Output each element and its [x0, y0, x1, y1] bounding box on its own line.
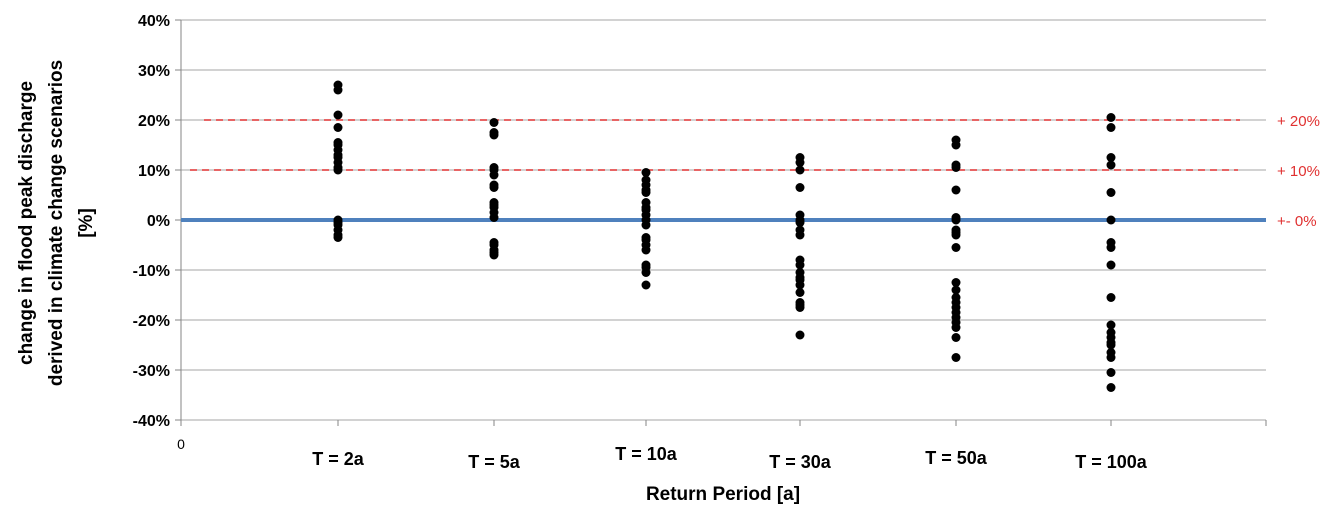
- x-category-label: T = 5a: [468, 452, 521, 472]
- x-category-label: T = 2a: [312, 449, 365, 469]
- data-point: [1106, 368, 1116, 377]
- data-point: [951, 140, 961, 150]
- reference-line-label: + 10%: [1277, 163, 1320, 180]
- y-tick-label: -40%: [133, 413, 170, 430]
- data-point: [333, 110, 343, 120]
- data-point: [951, 163, 961, 172]
- y-axis-title-line-3: [%]: [76, 208, 97, 238]
- data-point: [489, 213, 499, 222]
- y-tick-label: 40%: [138, 13, 170, 30]
- data-point: [641, 280, 651, 290]
- data-point: [1106, 188, 1116, 197]
- data-point: [951, 185, 961, 195]
- data-point: [951, 278, 961, 287]
- data-point: [795, 330, 805, 340]
- x-category-label: T = 50a: [925, 448, 988, 468]
- data-point: [641, 245, 651, 255]
- data-point: [795, 260, 805, 270]
- data-point: [951, 323, 961, 332]
- reference-line-label: +- 0%: [1277, 213, 1317, 230]
- y-tick-label: -30%: [133, 363, 170, 380]
- y-tick-label: 20%: [138, 113, 170, 130]
- data-point: [641, 268, 651, 277]
- labels: 0 Return Period [a] change in flood peak…: [16, 13, 1320, 505]
- data-point: [489, 170, 499, 180]
- data-point: [1106, 353, 1116, 362]
- data-point: [1106, 340, 1116, 350]
- data-point: [1106, 160, 1116, 170]
- y-axis-title-line-2: derived in climate change scenarios: [46, 60, 67, 386]
- data-point: [795, 183, 805, 192]
- origin-label: 0: [177, 436, 185, 452]
- reference-line-label: + 20%: [1277, 113, 1320, 130]
- y-tick-label: -10%: [133, 263, 170, 280]
- data-point: [1106, 320, 1116, 330]
- data-point: [795, 218, 805, 227]
- data-point: [1106, 260, 1116, 270]
- y-tick-label: 30%: [138, 63, 170, 80]
- data-point: [795, 288, 805, 297]
- data-point: [641, 188, 651, 197]
- data-point: [489, 130, 499, 140]
- data-point: [795, 230, 805, 240]
- data-point: [795, 165, 805, 175]
- data-point: [951, 333, 961, 342]
- data-point: [641, 168, 651, 177]
- data-point: [489, 183, 499, 192]
- data-point: [333, 233, 343, 242]
- data-point: [951, 215, 961, 225]
- data-point: [951, 243, 961, 252]
- axes: [175, 19, 1267, 426]
- data-point: [489, 118, 499, 127]
- y-axis-title-line-1: change in flood peak discharge: [16, 81, 37, 365]
- data-point: [1106, 383, 1116, 392]
- x-category-label: T = 10a: [615, 444, 678, 464]
- data-point: [333, 85, 343, 95]
- data-point: [1106, 123, 1116, 132]
- y-tick-label: 10%: [138, 163, 170, 180]
- data-point: [1106, 153, 1116, 162]
- x-category-label: T = 100a: [1075, 452, 1148, 472]
- data-point: [951, 230, 961, 240]
- y-tick-label: -20%: [133, 313, 170, 330]
- data-point: [333, 165, 343, 175]
- data-point: [1106, 243, 1116, 252]
- reference-lines: [181, 119, 1266, 222]
- data-points: [333, 80, 1116, 392]
- data-point: [951, 285, 961, 295]
- data-point: [641, 220, 651, 230]
- y-axis-title: change in flood peak discharge derived i…: [16, 60, 97, 386]
- data-point: [951, 353, 961, 362]
- data-point: [333, 123, 343, 132]
- data-point: [795, 280, 805, 290]
- data-point: [1106, 293, 1116, 302]
- data-point: [795, 158, 805, 167]
- data-point: [1106, 113, 1116, 122]
- data-point: [795, 303, 805, 312]
- data-point: [1106, 215, 1116, 225]
- x-category-label: T = 30a: [769, 452, 832, 472]
- y-tick-label: 0%: [147, 213, 170, 230]
- data-point: [489, 250, 499, 260]
- x-axis-title: Return Period [a]: [646, 484, 800, 505]
